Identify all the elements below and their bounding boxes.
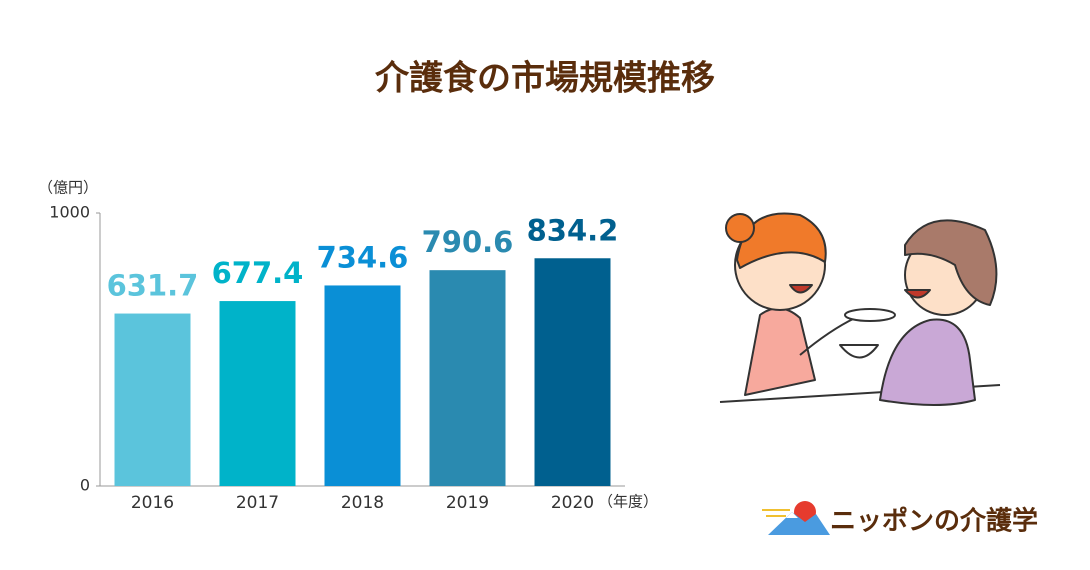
x-tick-label: 2016 (131, 493, 174, 513)
x-tick-label: 2018 (341, 493, 384, 513)
y-tick-label: 0 (80, 476, 90, 495)
logo-icon (762, 501, 830, 535)
bar (219, 301, 296, 486)
value-label: 790.6 (422, 225, 514, 259)
illustration (719, 212, 1001, 406)
x-tick-label: 2017 (236, 493, 279, 513)
chart-title: 介護食の市場規模推移 (375, 59, 715, 99)
bar (429, 270, 506, 486)
bar (324, 285, 401, 486)
value-label: 834.2 (527, 213, 619, 247)
y-tick-label: 1000 (49, 203, 90, 222)
x-axis-label: （年度） (598, 493, 658, 511)
bar (114, 313, 191, 486)
y-axis-label: （億円） (38, 179, 98, 197)
value-label: 631.7 (107, 269, 199, 303)
x-tick-label: 2019 (446, 493, 489, 513)
logo-text: ニッポンの介護学 (830, 506, 1038, 537)
value-label: 677.4 (212, 256, 304, 290)
value-label: 734.6 (317, 240, 409, 274)
x-tick-label: 2020 (551, 493, 594, 513)
bar (534, 258, 611, 486)
